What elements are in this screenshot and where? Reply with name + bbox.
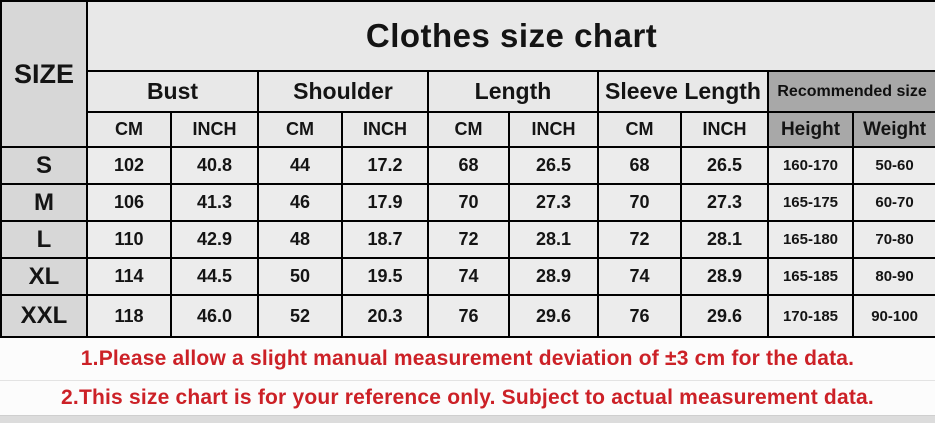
value-cell-height: 160-170 — [767, 146, 854, 185]
group-header-recommended-size: Recommended size — [766, 70, 935, 113]
value-cell: 18.7 — [341, 220, 429, 259]
value-cell: 27.3 — [680, 183, 769, 222]
table-row-m: M 106 41.3 46 17.9 70 27.3 70 27.3 165-1… — [0, 183, 935, 222]
value-cell: 44 — [257, 146, 343, 185]
value-cell: 76 — [597, 294, 682, 338]
table-row-xxl: XXL 118 46.0 52 20.3 76 29.6 76 29.6 170… — [0, 294, 935, 338]
value-cell: 102 — [86, 146, 172, 185]
group-header-shoulder: Shoulder — [257, 70, 429, 113]
value-cell: 17.2 — [341, 146, 429, 185]
value-cell: 118 — [86, 294, 172, 338]
table-row-s: S 102 40.8 44 17.2 68 26.5 68 26.5 160-1… — [0, 146, 935, 185]
value-cell: 106 — [86, 183, 172, 222]
unit-header-bust-cm: CM — [86, 111, 172, 148]
unit-header-length-cm: CM — [427, 111, 510, 148]
value-cell: 74 — [597, 257, 682, 296]
value-cell: 46.0 — [170, 294, 259, 338]
size-label-l: L — [0, 220, 88, 259]
size-chart-table: SIZE Clothes size chart Bust Shoulder Le… — [0, 0, 935, 338]
value-cell-height: 165-175 — [767, 183, 854, 222]
value-cell: 110 — [86, 220, 172, 259]
value-cell: 50 — [257, 257, 343, 296]
note-line-1: 1.Please allow a slight manual measureme… — [80, 347, 855, 370]
value-cell: 44.5 — [170, 257, 259, 296]
group-header-length: Length — [427, 70, 599, 113]
size-label-m: M — [0, 183, 88, 222]
unit-header-shoulder-inch: INCH — [341, 111, 429, 148]
value-cell-weight: 70-80 — [851, 220, 935, 259]
value-cell-weight: 50-60 — [851, 146, 935, 185]
value-cell: 114 — [86, 257, 172, 296]
value-cell: 28.1 — [680, 220, 769, 259]
value-cell: 76 — [427, 294, 510, 338]
value-cell: 48 — [257, 220, 343, 259]
title-row: SIZE Clothes size chart — [0, 0, 935, 148]
value-cell: 26.5 — [508, 146, 599, 185]
value-cell-height: 165-185 — [767, 257, 854, 296]
value-cell-weight: 80-90 — [851, 257, 935, 296]
size-label-xxl: XXL — [0, 294, 88, 338]
corner-header-size: SIZE — [0, 0, 88, 148]
unit-header-bust-inch: INCH — [170, 111, 259, 148]
value-cell: 28.9 — [508, 257, 599, 296]
value-cell: 28.1 — [508, 220, 599, 259]
value-cell: 72 — [427, 220, 510, 259]
size-label-s: S — [0, 146, 88, 185]
unit-header-row: CM INCH CM INCH CM INCH CM INCH Height W… — [1, 111, 935, 148]
value-cell: 41.3 — [170, 183, 259, 222]
value-cell: 72 — [597, 220, 682, 259]
value-cell: 26.5 — [680, 146, 769, 185]
size-label-xl: XL — [0, 257, 88, 296]
unit-header-shoulder-cm: CM — [257, 111, 343, 148]
value-cell: 70 — [427, 183, 510, 222]
unit-header-height: Height — [767, 111, 854, 148]
value-cell: 68 — [427, 146, 510, 185]
group-header-bust: Bust — [86, 70, 259, 113]
value-cell: 19.5 — [341, 257, 429, 296]
value-cell-weight: 90-100 — [851, 294, 935, 338]
value-cell-height: 165-180 — [767, 220, 854, 259]
value-cell: 74 — [427, 257, 510, 296]
unit-header-weight: Weight — [851, 111, 935, 148]
table-row-l: L 110 42.9 48 18.7 72 28.1 72 28.1 165-1… — [0, 220, 935, 259]
value-cell-height: 170-185 — [767, 294, 854, 338]
unit-header-length-inch: INCH — [508, 111, 599, 148]
unit-header-sleeve-inch: INCH — [680, 111, 769, 148]
group-header-sleeve-length: Sleeve Length — [597, 70, 769, 113]
note-line-2: 2.This size chart is for your reference … — [0, 380, 935, 415]
value-cell: 27.3 — [508, 183, 599, 222]
value-cell: 52 — [257, 294, 343, 338]
value-cell: 29.6 — [680, 294, 769, 338]
value-cell: 46 — [257, 183, 343, 222]
value-cell: 20.3 — [341, 294, 429, 338]
value-cell: 17.9 — [341, 183, 429, 222]
value-cell: 42.9 — [170, 220, 259, 259]
value-cell: 28.9 — [680, 257, 769, 296]
value-cell-weight: 60-70 — [851, 183, 935, 222]
footer-notes: 1.Please allow a slight manual measureme… — [0, 338, 935, 423]
bottom-strip — [0, 415, 935, 423]
group-header-row: Bust Shoulder Length Sleeve Length Recom… — [1, 70, 935, 113]
unit-header-sleeve-cm: CM — [597, 111, 682, 148]
value-cell: 40.8 — [170, 146, 259, 185]
value-cell: 70 — [597, 183, 682, 222]
table-title: Clothes size chart — [85, 0, 935, 72]
value-cell: 29.6 — [508, 294, 599, 338]
table-row-xl: XL 114 44.5 50 19.5 74 28.9 74 28.9 165-… — [0, 257, 935, 296]
value-cell: 68 — [597, 146, 682, 185]
